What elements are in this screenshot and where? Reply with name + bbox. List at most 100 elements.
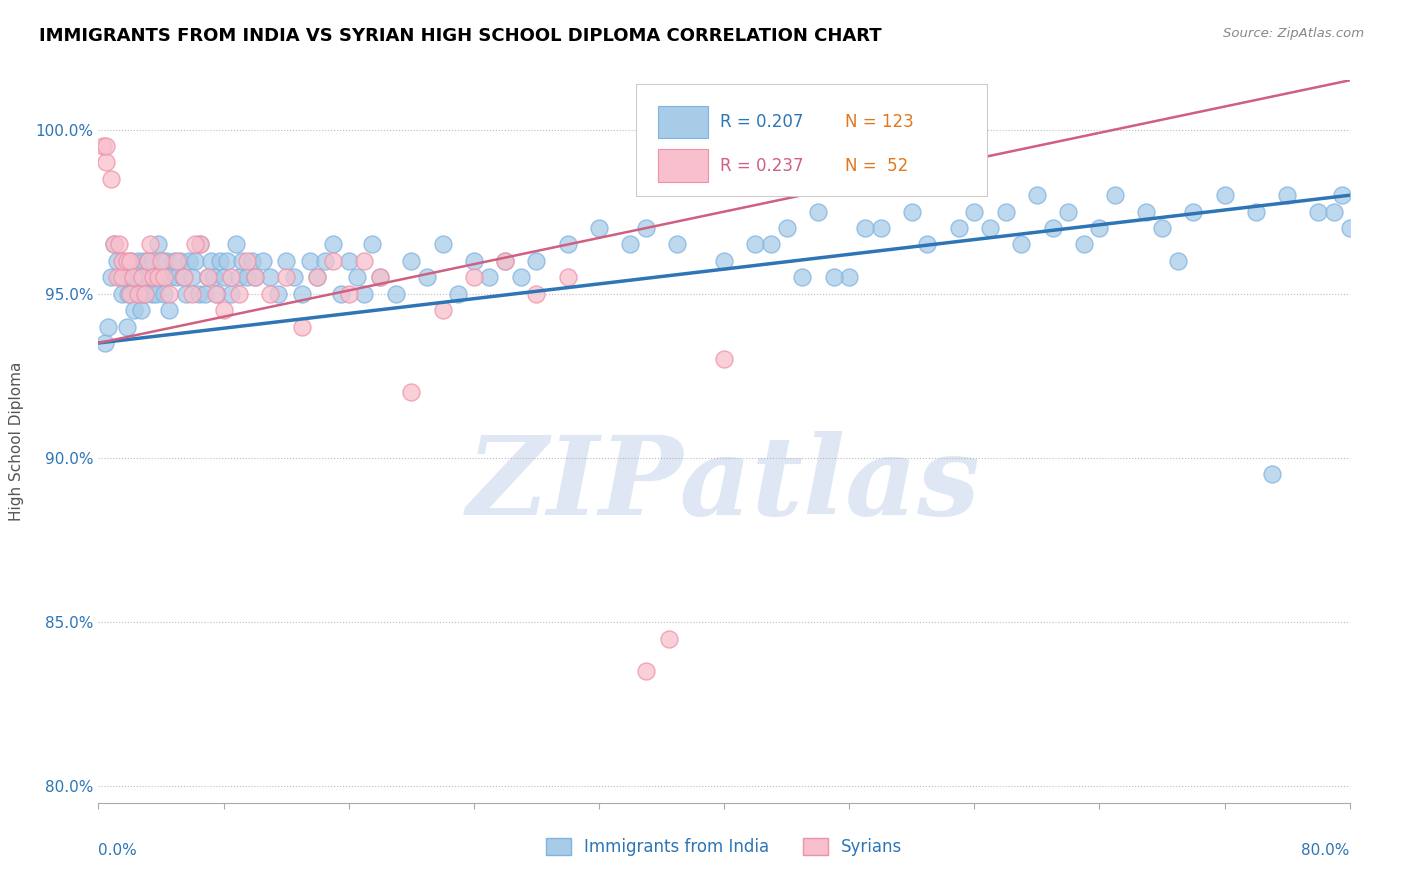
Point <box>307 270 329 285</box>
Point <box>139 237 162 252</box>
Point <box>121 270 143 285</box>
Point <box>948 221 970 235</box>
Point <box>329 286 352 301</box>
Point <box>139 270 162 285</box>
Point <box>91 139 114 153</box>
Point <box>172 270 194 285</box>
Point <box>917 237 939 252</box>
Point <box>127 254 149 268</box>
Point <box>869 221 891 235</box>
Point <box>252 254 274 268</box>
Point <box>207 286 229 301</box>
Point <box>478 270 501 285</box>
Point <box>307 270 329 285</box>
Point <box>1088 221 1111 235</box>
Point <box>145 286 167 301</box>
Point <box>166 254 188 268</box>
Point <box>494 254 516 268</box>
Point <box>188 237 211 252</box>
Point <box>152 254 174 268</box>
Point <box>146 237 169 252</box>
Point <box>125 270 148 285</box>
Point <box>200 254 222 268</box>
Point <box>97 319 120 334</box>
Point <box>979 221 1001 235</box>
Point <box>184 254 207 268</box>
Point <box>509 270 531 285</box>
Point <box>322 254 344 268</box>
Point <box>243 270 266 285</box>
Point <box>1010 237 1032 252</box>
Point <box>221 270 243 285</box>
Point <box>215 254 238 268</box>
Point <box>744 237 766 252</box>
Point <box>463 270 485 285</box>
Point <box>111 254 134 268</box>
Point <box>221 286 243 301</box>
Point <box>1042 221 1064 235</box>
Point <box>432 237 454 252</box>
Point <box>100 270 122 285</box>
Point <box>157 286 180 301</box>
Point <box>1104 188 1126 202</box>
Point <box>96 139 118 153</box>
Point <box>384 286 406 301</box>
Point <box>259 270 281 285</box>
Point <box>463 254 485 268</box>
Point <box>291 319 314 334</box>
Point <box>155 254 177 268</box>
Point <box>124 303 146 318</box>
Point <box>131 286 153 301</box>
Point <box>188 237 211 252</box>
Point <box>142 270 165 285</box>
Point <box>823 270 845 285</box>
Point <box>1213 188 1236 202</box>
Point <box>557 270 579 285</box>
Point <box>120 254 142 268</box>
Point <box>118 254 141 268</box>
Point <box>134 286 156 301</box>
Point <box>259 286 281 301</box>
Text: ZIPatlas: ZIPatlas <box>467 431 981 539</box>
Point <box>401 385 423 400</box>
Point <box>132 254 155 268</box>
Point <box>131 270 153 285</box>
Point <box>759 237 782 252</box>
Point <box>557 237 579 252</box>
Point <box>713 254 735 268</box>
Point <box>361 237 384 252</box>
Point <box>169 254 191 268</box>
Point <box>112 254 135 268</box>
Point <box>166 270 188 285</box>
Point <box>634 665 657 679</box>
Point <box>1073 237 1095 252</box>
Point <box>111 270 134 285</box>
Point <box>138 254 160 268</box>
Y-axis label: High School Diploma: High School Diploma <box>10 362 24 521</box>
Point <box>368 270 391 285</box>
Point <box>100 171 122 186</box>
Text: IMMIGRANTS FROM INDIA VS SYRIAN HIGH SCHOOL DIPLOMA CORRELATION CHART: IMMIGRANTS FROM INDIA VS SYRIAN HIGH SCH… <box>39 27 882 45</box>
Point <box>107 237 129 252</box>
Point <box>1150 221 1173 235</box>
Point <box>963 204 986 219</box>
Point <box>105 254 128 268</box>
Text: 0.0%: 0.0% <box>98 843 138 857</box>
Point <box>666 237 689 252</box>
Point <box>713 352 735 367</box>
Point <box>1330 188 1353 202</box>
Text: Source: ZipAtlas.com: Source: ZipAtlas.com <box>1223 27 1364 40</box>
Point <box>117 286 139 301</box>
Point <box>1244 204 1267 219</box>
FancyBboxPatch shape <box>658 106 707 138</box>
Point <box>118 286 141 301</box>
Point <box>291 286 314 301</box>
Point <box>416 270 439 285</box>
Point <box>298 254 321 268</box>
Point <box>121 270 143 285</box>
Point <box>322 237 344 252</box>
Point <box>228 270 250 285</box>
Point <box>138 254 160 268</box>
Point <box>103 237 125 252</box>
Point <box>658 632 681 646</box>
